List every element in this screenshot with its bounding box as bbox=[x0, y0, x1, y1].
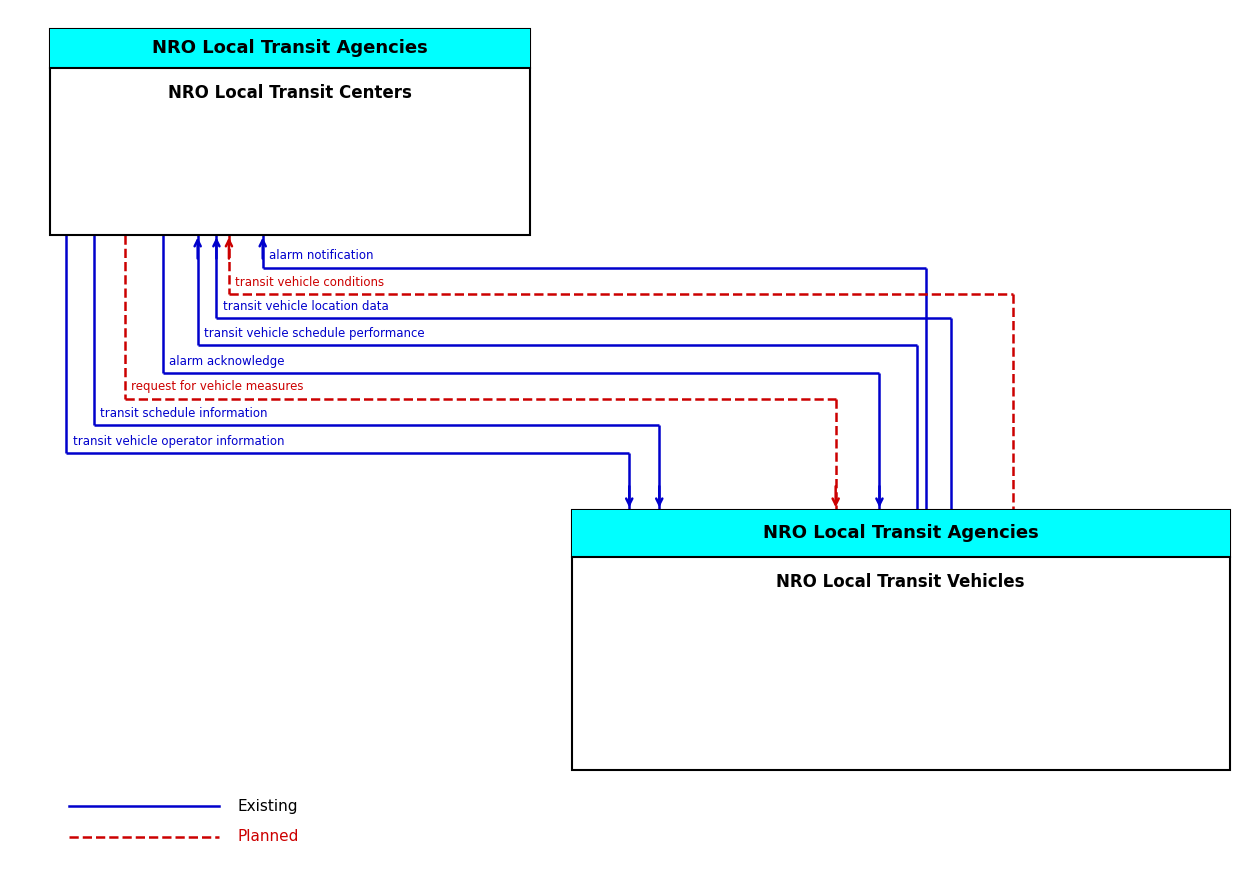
Text: transit vehicle schedule performance: transit vehicle schedule performance bbox=[204, 326, 424, 340]
Bar bbox=[572, 510, 1230, 770]
Text: alarm notification: alarm notification bbox=[269, 249, 374, 262]
Text: transit vehicle location data: transit vehicle location data bbox=[223, 300, 388, 313]
Bar bbox=[572, 510, 1230, 557]
Text: transit vehicle conditions: transit vehicle conditions bbox=[235, 276, 384, 289]
Text: NRO Local Transit Centers: NRO Local Transit Centers bbox=[169, 84, 412, 102]
Text: NRO Local Transit Agencies: NRO Local Transit Agencies bbox=[153, 39, 428, 57]
Bar bbox=[50, 29, 530, 235]
Text: Planned: Planned bbox=[238, 830, 299, 844]
Bar bbox=[50, 29, 530, 68]
Text: alarm acknowledge: alarm acknowledge bbox=[169, 354, 284, 368]
Text: transit vehicle operator information: transit vehicle operator information bbox=[73, 434, 284, 448]
Text: transit schedule information: transit schedule information bbox=[100, 407, 268, 420]
Text: NRO Local Transit Agencies: NRO Local Transit Agencies bbox=[763, 524, 1038, 542]
Text: request for vehicle measures: request for vehicle measures bbox=[131, 380, 304, 393]
Text: Existing: Existing bbox=[238, 799, 298, 814]
Text: NRO Local Transit Vehicles: NRO Local Transit Vehicles bbox=[777, 573, 1025, 591]
